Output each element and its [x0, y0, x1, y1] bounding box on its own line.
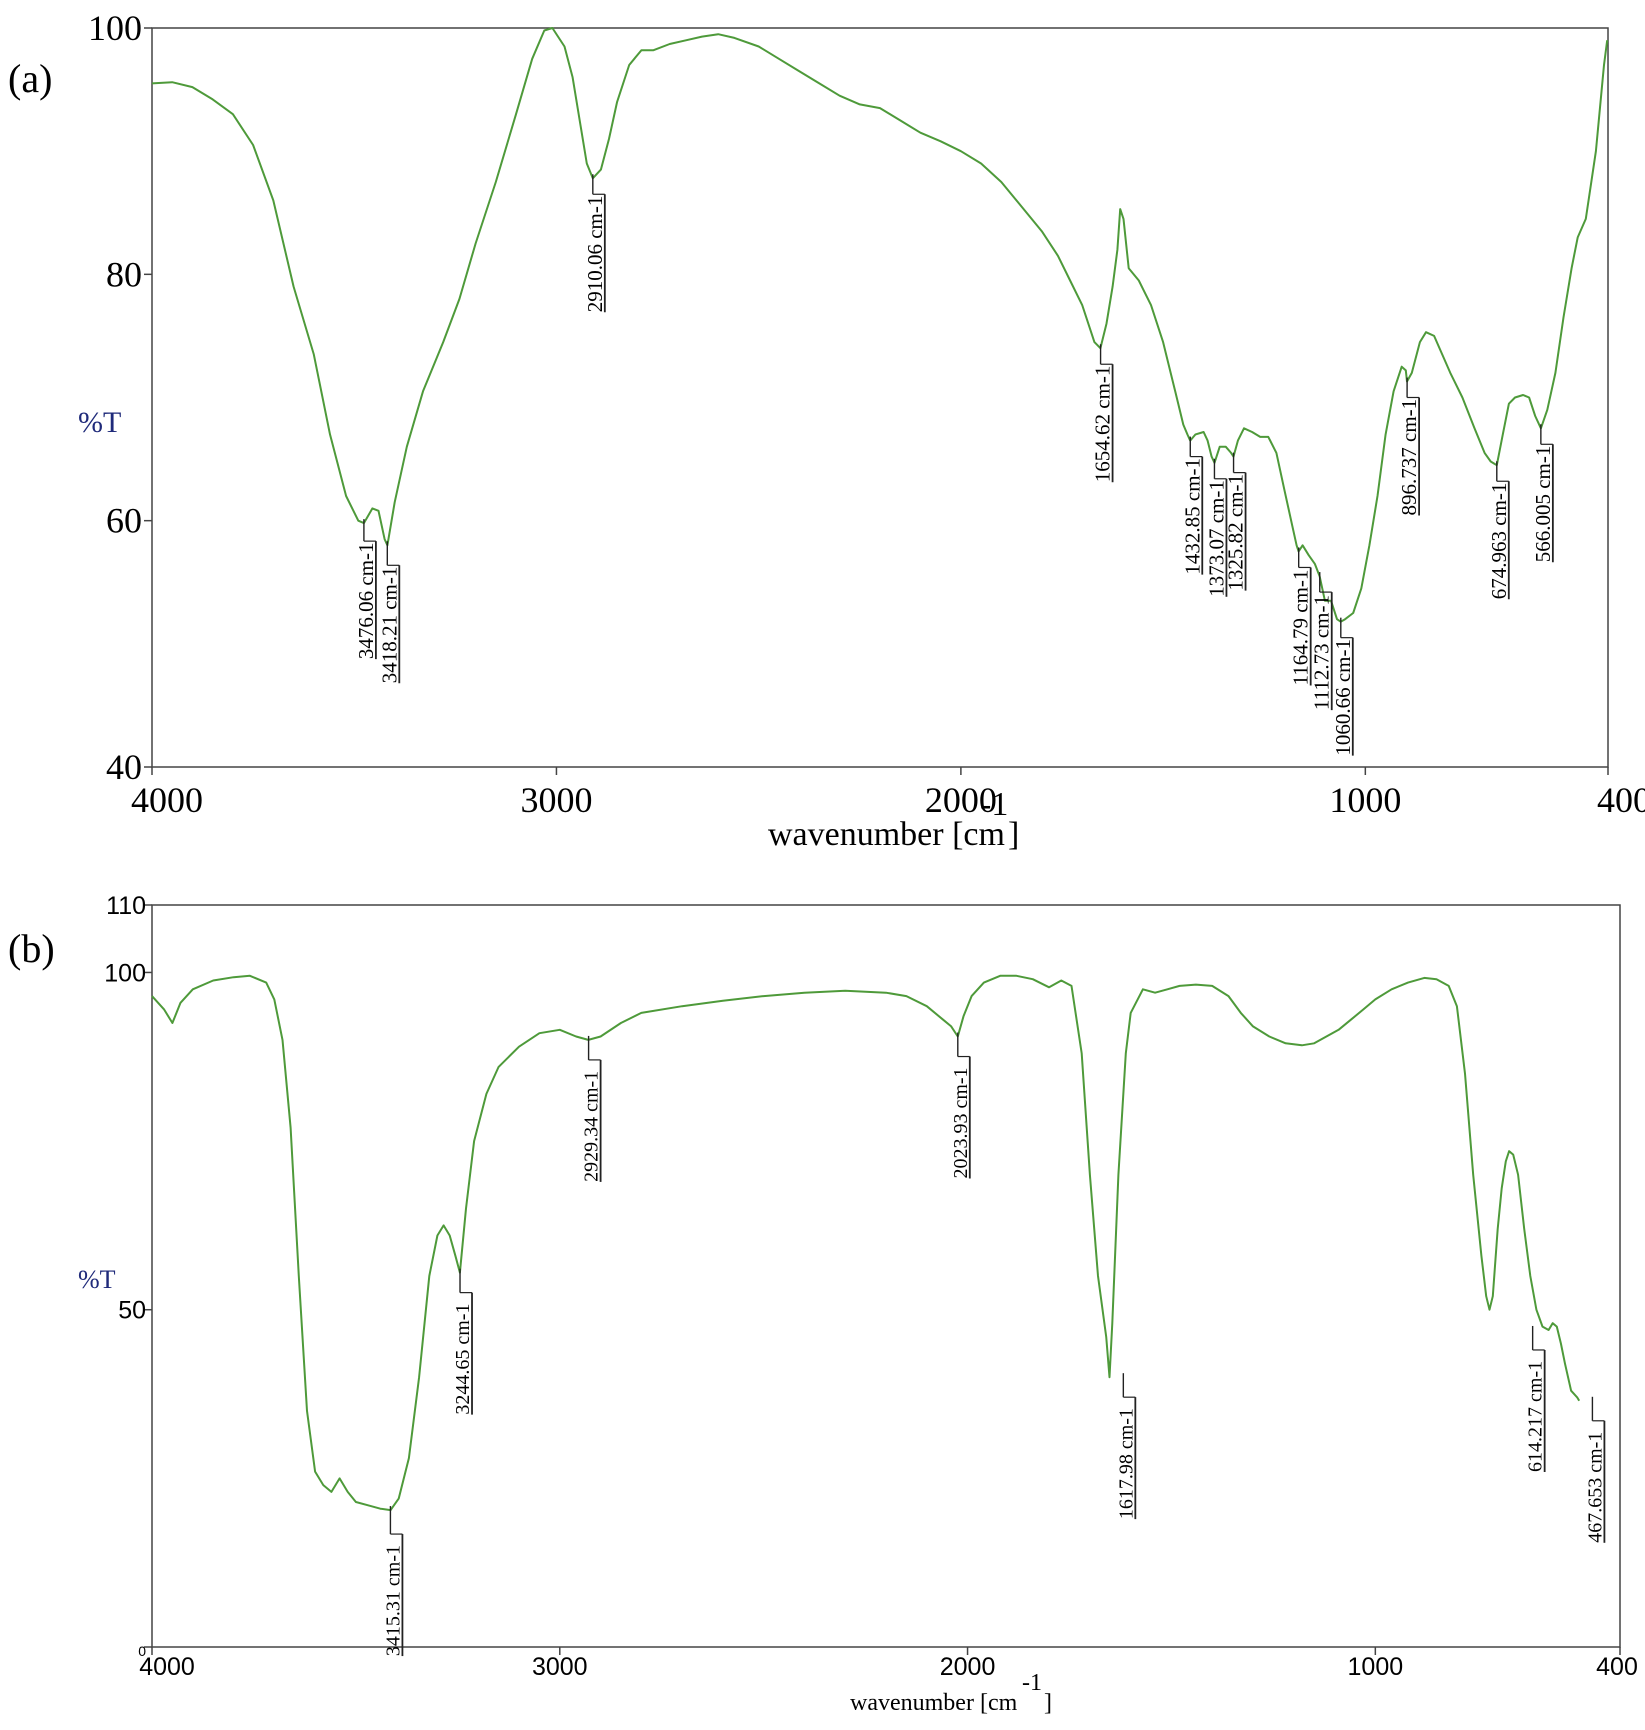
peak-label-a-9: 1060.66 cm-1	[1331, 639, 1355, 756]
y-axis-label-a: %T	[78, 406, 121, 439]
y-tick-label-a-60: 60	[106, 501, 142, 541]
y-tick-label-b-50: 50	[118, 1297, 146, 1325]
x-tick-label-a-4000: 4000	[131, 780, 203, 820]
y-tick-label-b-0: 0	[138, 1643, 146, 1659]
x-axis-label-close-a: ]	[1008, 816, 1019, 853]
plot-frame-b	[151, 904, 1621, 1648]
peak-label-a-12: 566.005 cm-1	[1531, 446, 1555, 563]
peak-annotation-a-3: 1654.62 cm-1	[1091, 344, 1115, 483]
peak-label-a-4: 1432.85 cm-1	[1180, 458, 1204, 575]
peak-annotation-a-4: 1432.85 cm-1	[1180, 436, 1204, 575]
x-tick-label-a-3000: 3000	[520, 780, 592, 820]
peak-label-b-6: 467.653 cm-1	[1584, 1432, 1606, 1543]
peak-label-a-0: 3476.06 cm-1	[354, 542, 378, 659]
x-tick-label-b-1000: 1000	[1348, 1653, 1404, 1681]
peak-label-a-5: 1373.07 cm-1	[1204, 480, 1228, 597]
x-tick-label-b-3000: 3000	[532, 1653, 588, 1681]
peak-label-a-10: 896.737 cm-1	[1397, 399, 1421, 516]
x-tick-label-b-2000: 2000	[940, 1653, 996, 1681]
x-tick-label-a-2000: 2000	[925, 780, 997, 820]
peak-annotation-a-8: 1112.73 cm-1	[1310, 572, 1334, 711]
x-axis-label-close-b: ]	[1044, 1690, 1052, 1716]
peak-label-b-0: 3415.31 cm-1	[382, 1545, 404, 1656]
peak-label-b-1: 3244.65 cm-1	[452, 1304, 474, 1415]
x-axis-label-a: wavenumber [cm	[768, 816, 1005, 853]
peak-annotation-a-0: 3476.06 cm-1	[354, 519, 378, 660]
x-tick-label-a-1000: 1000	[1329, 780, 1401, 820]
peak-label-b-5: 614.217 cm-1	[1525, 1361, 1547, 1472]
peak-annotation-a-1: 3418.21 cm-1	[377, 541, 401, 684]
peak-annotation-a-11: 674.963 cm-1	[1487, 461, 1511, 600]
peak-label-a-2: 2910.06 cm-1	[583, 196, 607, 313]
peak-label-b-2: 2929.34 cm-1	[581, 1071, 603, 1182]
peak-label-a-7: 1164.79 cm-1	[1289, 570, 1313, 686]
peak-label-a-1: 3418.21 cm-1	[377, 567, 401, 684]
y-tick-label-b-100: 100	[104, 959, 146, 987]
spectrum-line-a	[151, 27, 1609, 623]
chart-panel-b: (b) 0 50 100 110 4000 3000 2000 1000 400 %T wavenum…	[8, 892, 1638, 1716]
y-tick-label-b-110: 110	[106, 892, 146, 920]
chart-panel-a: (a) 40 60 80 100 4000 3000 2000 1000 400 %T wavenum…	[8, 8, 1645, 853]
peak-annotation-b-6: 467.653 cm-1	[1584, 1396, 1606, 1543]
y-tick-label-a-80: 80	[106, 254, 142, 294]
peak-label-b-4: 1617.98 cm-1	[1115, 1408, 1137, 1519]
x-axis-unit-exponent-a: -1	[980, 786, 1008, 823]
x-axis-label-b: wavenumber [cm	[850, 1690, 1018, 1716]
peak-annotation-a-2: 2910.06 cm-1	[583, 174, 607, 313]
x-tick-label-a-400: 400	[1597, 780, 1645, 820]
spectrum-line-b	[151, 974, 1581, 1512]
peak-annotation-a-5: 1373.07 cm-1	[1204, 458, 1228, 597]
peak-annotation-a-10: 896.737 cm-1	[1397, 377, 1421, 516]
peak-annotation-b-2: 2929.34 cm-1	[581, 1035, 603, 1182]
peak-annotation-a-6: 1325.82 cm-1	[1224, 452, 1248, 591]
peak-annotation-a-12: 566.005 cm-1	[1531, 424, 1555, 563]
peak-annotation-b-0: 3415.31 cm-1	[382, 1506, 404, 1657]
x-axis-unit-exponent-b: -1	[1022, 1670, 1042, 1696]
peak-label-a-11: 674.963 cm-1	[1487, 483, 1511, 600]
peak-annotation-a-7: 1164.79 cm-1	[1289, 547, 1313, 686]
y-tick-label-a-40: 40	[106, 747, 142, 787]
x-tick-label-b-4000: 4000	[139, 1653, 195, 1681]
y-axis-label-b: %T	[78, 1265, 116, 1294]
peak-label-b-3: 2023.93 cm-1	[950, 1067, 972, 1178]
peak-annotation-b-5: 614.217 cm-1	[1525, 1325, 1547, 1472]
peak-annotation-a-9: 1060.66 cm-1	[1331, 617, 1355, 756]
peak-label-a-6: 1325.82 cm-1	[1224, 474, 1248, 591]
peak-annotation-b-1: 3244.65 cm-1	[452, 1268, 474, 1415]
x-tick-label-b-400: 400	[1596, 1653, 1638, 1681]
panel-label-a: (a)	[8, 56, 52, 101]
peak-label-a-3: 1654.62 cm-1	[1091, 366, 1115, 483]
panel-label-b: (b)	[8, 926, 55, 971]
peak-annotation-b-3: 2023.93 cm-1	[950, 1032, 972, 1179]
peak-label-a-8: 1112.73 cm-1	[1310, 595, 1334, 710]
plot-frame-a	[151, 27, 1609, 768]
y-tick-label-a-100: 100	[88, 8, 142, 48]
peak-annotation-b-4: 1617.98 cm-1	[1115, 1373, 1137, 1520]
